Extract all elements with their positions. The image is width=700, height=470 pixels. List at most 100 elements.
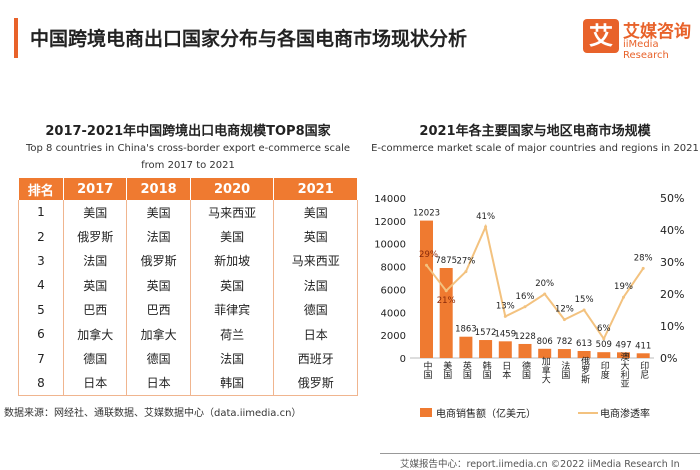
table-cell: 日本	[62, 370, 128, 396]
table-cell: 德国	[273, 297, 358, 322]
column-header: 2021	[273, 178, 358, 200]
y-left-tick-label: 10000	[374, 240, 406, 251]
table-cell: 马来西亚	[273, 248, 358, 274]
line-point	[425, 263, 428, 267]
bar	[479, 340, 493, 358]
bar-value-label: 1228	[514, 332, 536, 342]
table-cell: 法国	[62, 248, 128, 274]
table-cell: 英国	[273, 224, 358, 249]
logo-text-cn: 艾媒咨询	[623, 22, 691, 42]
table-cell: 巴西	[126, 297, 191, 322]
y-right-tick-label: 20%	[660, 288, 684, 301]
y-left-tick-label: 4000	[381, 308, 406, 319]
bar-value-label: 7875	[435, 256, 457, 266]
table-row: 3 法国 俄罗斯 新加坡 马来西亚	[18, 248, 358, 274]
bar	[636, 353, 650, 358]
x-tick-label: 日本	[500, 361, 511, 380]
table-cell: 俄罗斯	[62, 224, 128, 249]
table-cell: 法国	[189, 346, 275, 371]
bar	[557, 349, 571, 358]
x-tick-label: 法国	[559, 360, 570, 380]
x-tick-label: 德国	[520, 360, 531, 380]
table-cell: 5	[18, 297, 64, 322]
line-value-label: 6%	[597, 324, 611, 334]
bar	[439, 268, 453, 358]
table-cell: 巴西	[62, 297, 128, 322]
table-cell: 3	[18, 248, 64, 274]
y-right-tick-label: 0%	[660, 352, 677, 365]
line-point	[562, 318, 566, 322]
y-left-tick-label: 8000	[381, 263, 406, 274]
table-row: 2 俄罗斯 法国 美国 英国	[18, 224, 358, 249]
line-point	[641, 266, 645, 270]
logo-icon: 艾	[583, 19, 619, 53]
bar-value-label: 782	[556, 337, 572, 347]
logo-text-en: iiMedia Research	[623, 39, 669, 61]
table-row: 6 加拿大 加拿大 荷兰 日本	[18, 321, 358, 347]
table-cell: 加拿大	[62, 321, 128, 347]
bar-value-label: 1572	[475, 328, 497, 338]
line-value-label: 16%	[516, 292, 535, 302]
x-tick-label: 中国	[422, 360, 433, 380]
line-point	[464, 270, 468, 274]
table-cell: 英国	[126, 273, 191, 298]
y-left-tick-label: 0	[400, 354, 406, 365]
bar	[459, 336, 473, 358]
line-value-label: 21%	[437, 296, 456, 306]
line-value-label: 15%	[575, 295, 594, 305]
table-cell: 马来西亚	[189, 200, 275, 225]
footer-text: 艾媒报告中心：report.iimedia.cn ©2022 iiMedia R…	[400, 459, 680, 470]
y-right-tick-label: 30%	[660, 256, 684, 269]
line-point	[444, 289, 448, 293]
market-scale-chart: 0 2000 4000 6000 8000 10000 12000 14000 0% 10% 20%…	[374, 192, 684, 420]
penetration-line	[425, 223, 645, 341]
bar-value-label: 509	[596, 340, 612, 350]
table-cell: 4	[18, 273, 64, 298]
table-cell: 韩国	[189, 370, 275, 396]
y-right-tick-label: 50%	[660, 192, 684, 205]
line-value-label: 28%	[634, 253, 653, 263]
bar-value-label: 411	[635, 341, 651, 351]
table-cell: 加拿大	[126, 321, 191, 347]
line-point	[523, 305, 527, 309]
table-row: 1 美国 美国 马来西亚 美国	[18, 200, 358, 225]
bar-value-label: 613	[576, 339, 592, 349]
top8-table: 排名 2017 2018 2020 2021 1 美国 美国 马来西亚 美国 2 俄罗斯 法国 美国 英国…	[18, 178, 358, 396]
column-header: 排名	[18, 178, 64, 200]
bar	[617, 352, 630, 358]
line-value-label: 20%	[535, 279, 554, 289]
title-accent-bar	[14, 18, 18, 58]
table-cell: 英国	[62, 273, 128, 298]
column-header: 2020	[190, 178, 275, 200]
x-tick-label: 韩国	[481, 360, 492, 380]
table-cell: 德国	[126, 346, 191, 371]
table-cell: 荷兰	[189, 321, 275, 347]
bar	[498, 341, 512, 358]
legend-bar-swatch	[420, 408, 432, 417]
line-value-label: 41%	[476, 212, 495, 222]
bar	[577, 350, 591, 358]
x-tick-label: 澳大利亚	[619, 351, 630, 388]
footer-divider	[380, 453, 700, 454]
bar-value-label: 1863	[455, 325, 477, 335]
table-cell: 日本	[273, 321, 358, 347]
x-tick-label: 印尼	[638, 360, 649, 380]
line-value-label: 29%	[419, 250, 438, 260]
table-cell: 美国	[273, 200, 358, 225]
line-point	[484, 225, 488, 229]
bar	[518, 343, 532, 358]
column-header: 2017	[63, 178, 128, 200]
line-point	[622, 295, 625, 299]
table-cell: 俄罗斯	[126, 248, 191, 274]
bar	[538, 348, 552, 358]
bar	[597, 352, 611, 358]
y-left-tick-label: 2000	[381, 331, 406, 342]
table-cell: 新加坡	[189, 248, 275, 274]
table-cell: 8	[18, 370, 64, 396]
table-cell: 英国	[189, 273, 275, 298]
line-value-label: 13%	[496, 301, 515, 311]
table-cell: 美国	[62, 200, 128, 225]
y-left-tick-label: 12000	[374, 217, 406, 228]
table-row: 5 巴西 巴西 菲律宾 德国	[18, 297, 358, 322]
chart-title: 2021年各主要国家与地区电商市场规模	[419, 124, 651, 139]
